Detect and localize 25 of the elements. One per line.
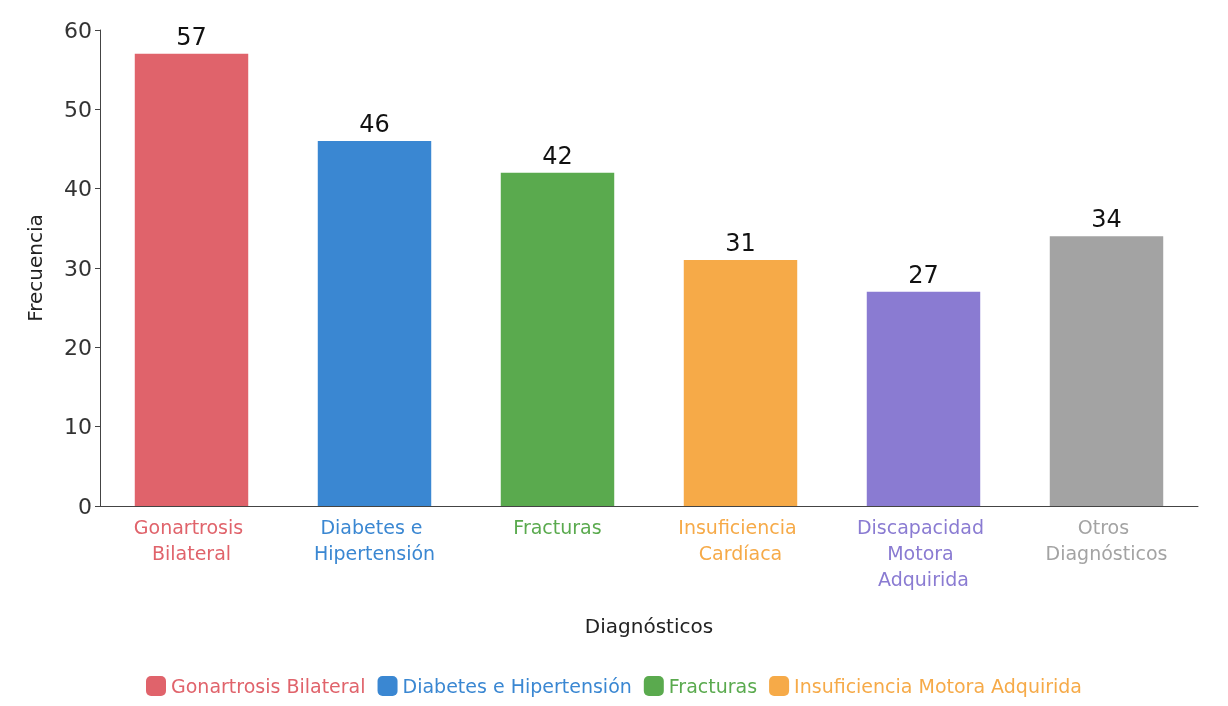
x-tick-label: Otros Diagnósticos [1045,516,1168,564]
data-label: 34 [1091,205,1122,234]
y-tick-label: 30 [64,255,92,281]
data-label: 57 [176,22,207,51]
x-tick-label: Diabetes e Hipertensión [313,516,436,564]
y-tick-label: 50 [64,96,92,122]
y-tick-label: 10 [64,414,92,440]
y-tick-label: 0 [78,493,92,519]
y-tick-label: 40 [64,176,92,202]
data-label: 46 [359,110,390,139]
legend-label: Gonartrosis Bilateral [171,675,366,697]
data-label: 42 [542,141,573,170]
legend-label: Diabetes e Hipertensión [402,675,632,697]
legend-label: Insuficiencia Motora Adquirida [794,675,1082,697]
x-tick-label: Discapacidad Motora Adquirida [856,516,991,590]
x-tick-label: Fracturas [513,516,602,538]
y-axis-title: Frecuencia [23,214,47,322]
data-label: 31 [725,229,756,258]
data-label: 27 [908,260,939,289]
x-axis-title: Diagnósticos [584,614,714,638]
legend-label: Fracturas [668,675,758,697]
y-tick-label: 60 [64,17,92,43]
x-tick-label: Insuficiencia Cardíaca [678,516,803,564]
x-tick-label: Gonartrosis Bilateral [133,516,250,564]
y-tick-label: 20 [64,334,92,360]
